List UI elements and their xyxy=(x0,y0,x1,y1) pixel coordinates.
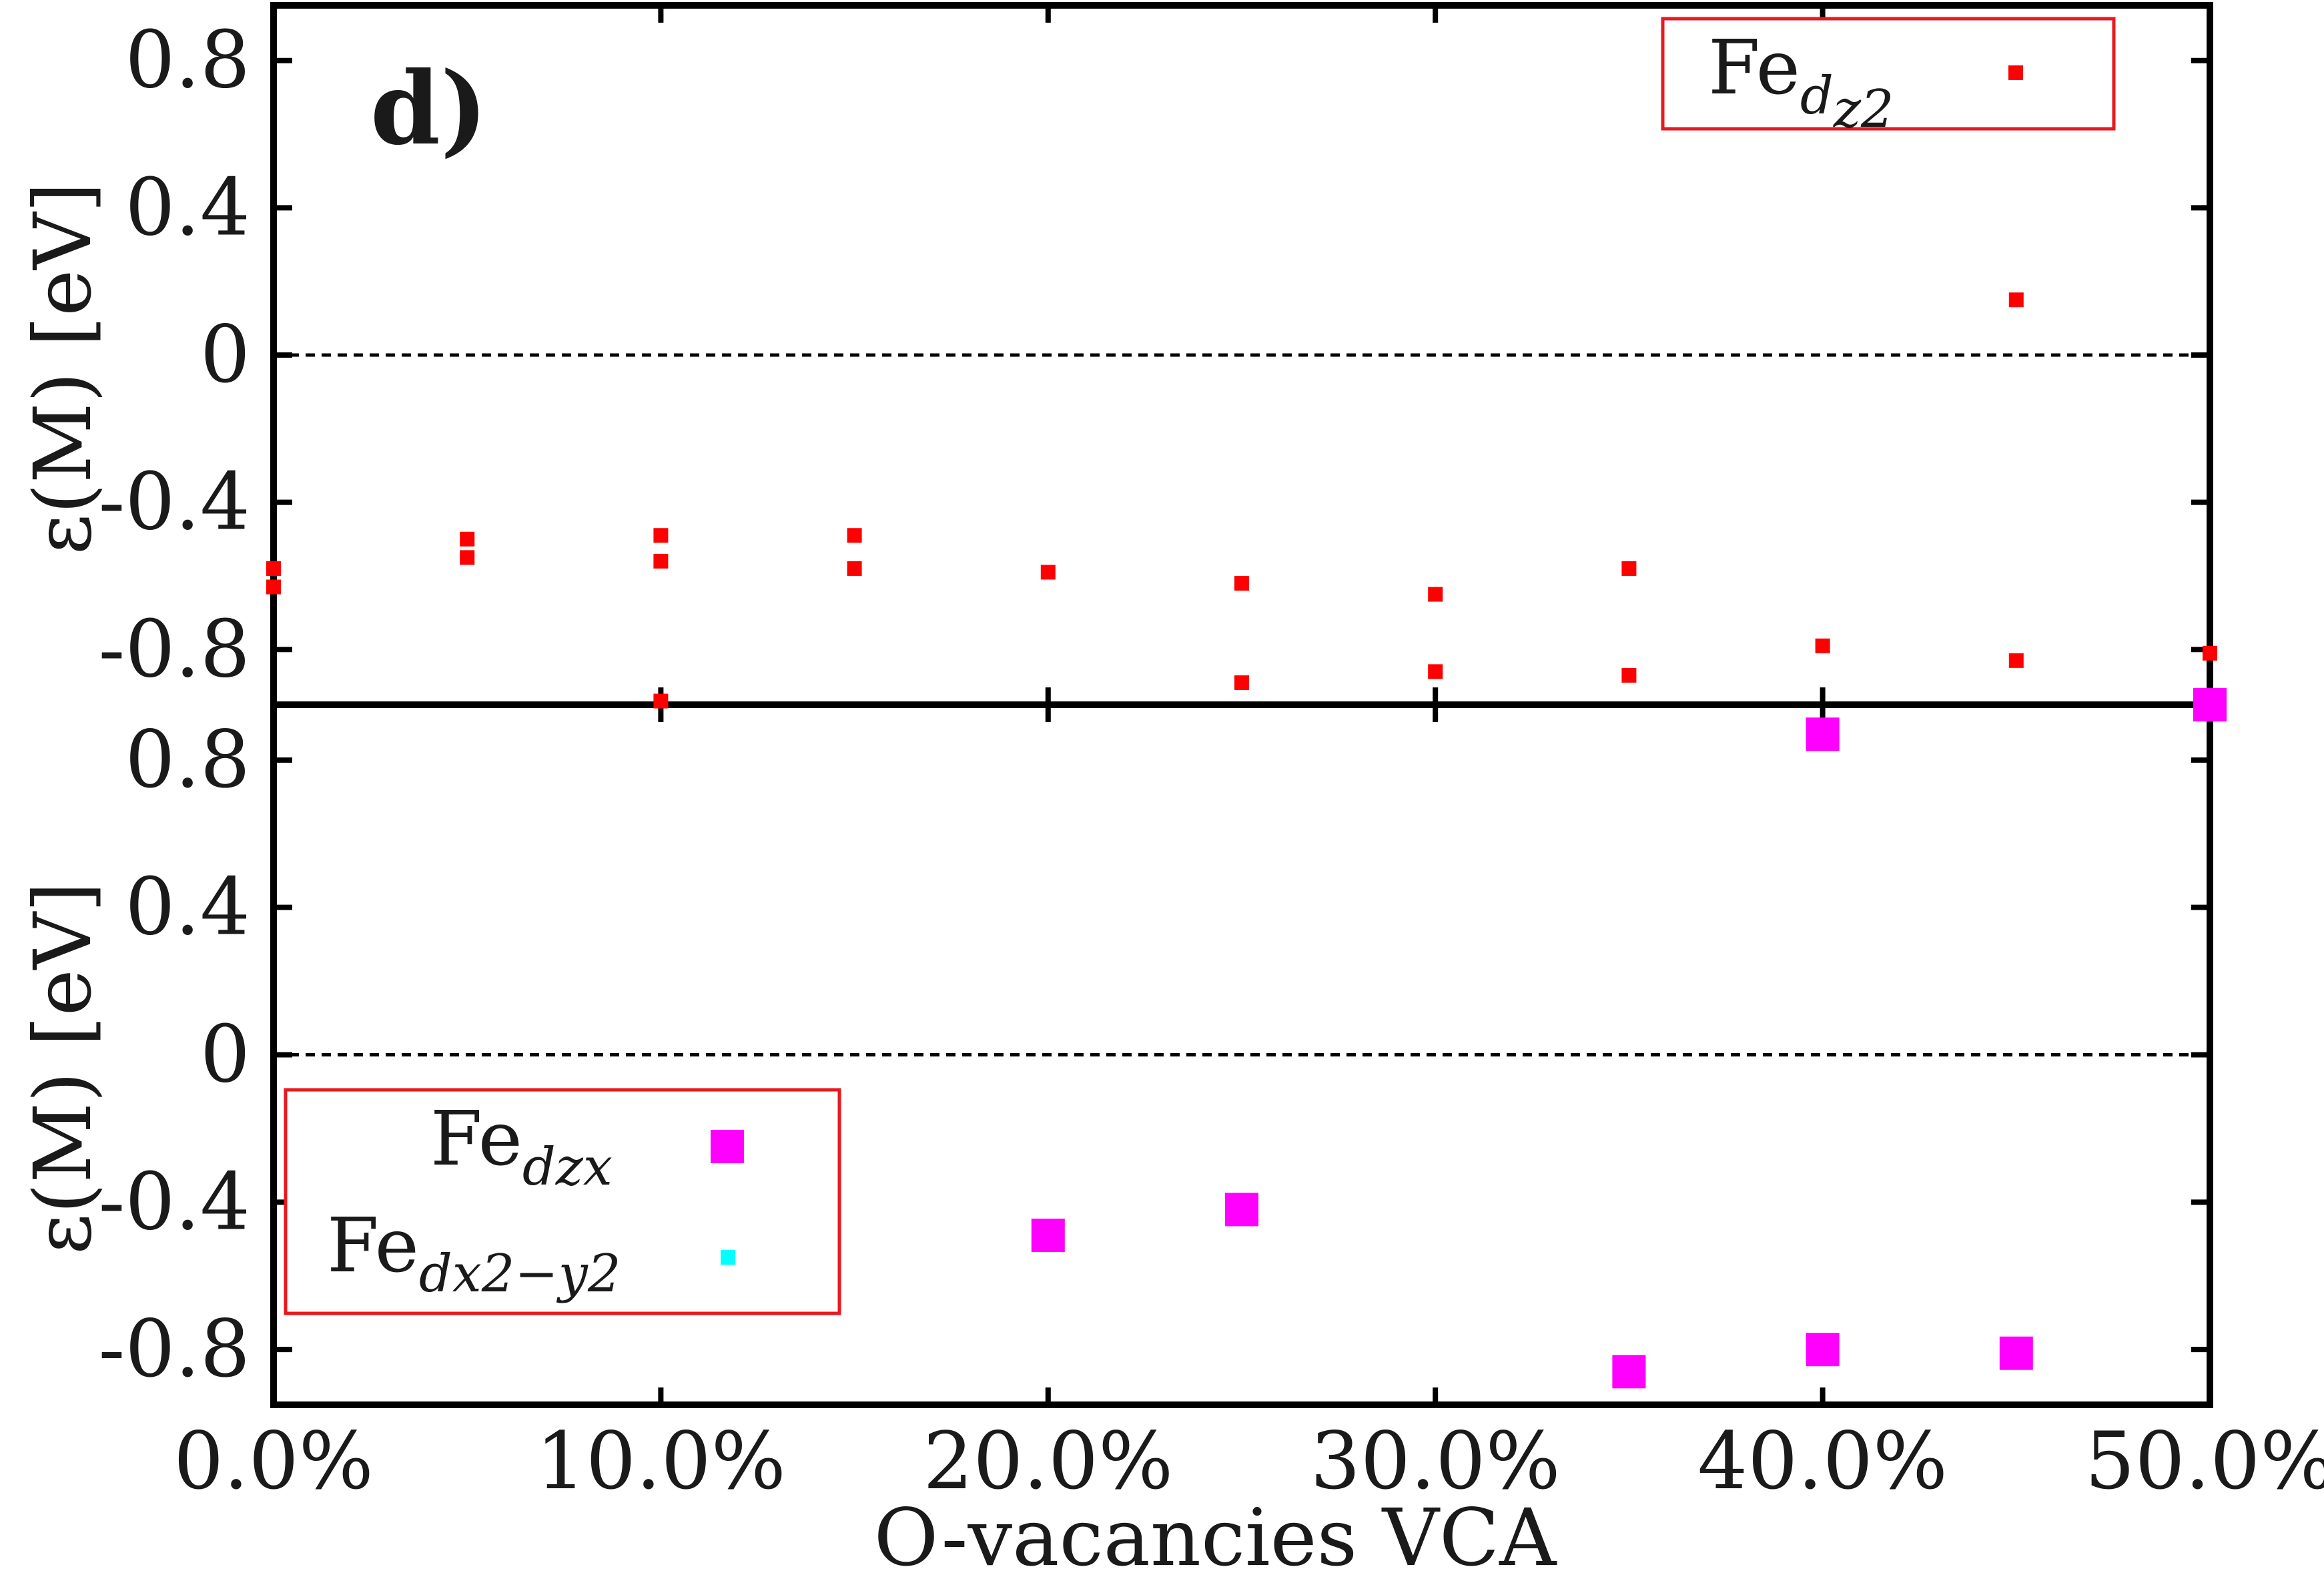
x-tick-label: 0.0% xyxy=(173,1415,374,1507)
panel-label: d) xyxy=(370,50,488,168)
data-point xyxy=(266,561,281,576)
x-tick-label: 10.0% xyxy=(536,1415,786,1507)
data-point xyxy=(266,579,281,595)
data-point xyxy=(1234,675,1249,690)
data-point xyxy=(1999,1336,2033,1370)
data-point xyxy=(1612,1355,1646,1389)
y-tick-label: 0.4 xyxy=(125,861,250,953)
y-axis-title: ε(M) [eV] xyxy=(17,182,109,555)
data-point xyxy=(1621,561,1637,576)
legend-item-fe-dz2-label: Fedz2 xyxy=(1708,25,1894,139)
legend-item-fe-dzx-label: Fedzx xyxy=(430,1096,613,1197)
data-point xyxy=(1234,575,1249,591)
legend-item-fe-dx2y2-label: Fedx2−y2 xyxy=(327,1203,621,1304)
y-tick-label: 0.8 xyxy=(125,14,250,106)
data-point xyxy=(2193,688,2227,721)
data-point xyxy=(1225,1193,1258,1227)
x-axis-title: O-vacancies VCA xyxy=(874,1492,1558,1574)
y-tick-label: -0.4 xyxy=(98,1155,250,1247)
x-tick-label: 20.0% xyxy=(923,1415,1173,1507)
y-tick-label: 0.4 xyxy=(125,161,250,253)
data-point xyxy=(1428,664,1443,679)
data-point xyxy=(2203,645,2217,661)
data-point xyxy=(1428,587,1443,602)
data-points xyxy=(266,292,2227,1389)
x-tick-label: 30.0% xyxy=(1310,1415,1561,1507)
data-point xyxy=(2008,653,2024,668)
zero-lines xyxy=(274,353,2210,1056)
data-point xyxy=(653,553,669,569)
legend-marker-fe-dx2y2 xyxy=(721,1250,735,1265)
data-point xyxy=(847,561,862,576)
y-tick-label: 0.8 xyxy=(125,713,250,806)
data-point xyxy=(2008,292,2024,308)
y-tick-label: 0 xyxy=(200,308,250,400)
data-point xyxy=(460,550,475,565)
data-point xyxy=(1621,667,1637,683)
y-axis-title: ε(M) [eV] xyxy=(17,882,109,1255)
data-point xyxy=(1040,565,1056,580)
data-point xyxy=(653,693,669,709)
x-tick-label: 50.0% xyxy=(2085,1415,2324,1507)
data-point xyxy=(1806,717,1840,751)
legend-box-top xyxy=(1661,17,2116,131)
legend-marker-fe-dzx xyxy=(711,1130,744,1163)
y-tick-label: -0.8 xyxy=(98,1303,250,1395)
data-point xyxy=(1815,638,1830,653)
legend-box-bottom xyxy=(284,1088,841,1315)
data-point xyxy=(1031,1219,1065,1253)
data-point xyxy=(1806,1333,1840,1367)
data-point xyxy=(460,531,475,547)
data-point xyxy=(653,528,669,543)
legend-marker-fe-dz2 xyxy=(2008,65,2023,80)
axis-labels: 0.8 0.4 0 -0.4 -0.8 ε(M) [eV] d) 0.8 0.4 0 -0.4 -0.… xyxy=(17,14,2324,1577)
data-point xyxy=(847,528,862,543)
y-tick-label: -0.8 xyxy=(98,603,250,695)
y-tick-label: 0 xyxy=(200,1008,250,1100)
y-tick-label: -0.4 xyxy=(98,456,250,548)
x-tick-label: 40.0% xyxy=(1697,1415,1948,1507)
